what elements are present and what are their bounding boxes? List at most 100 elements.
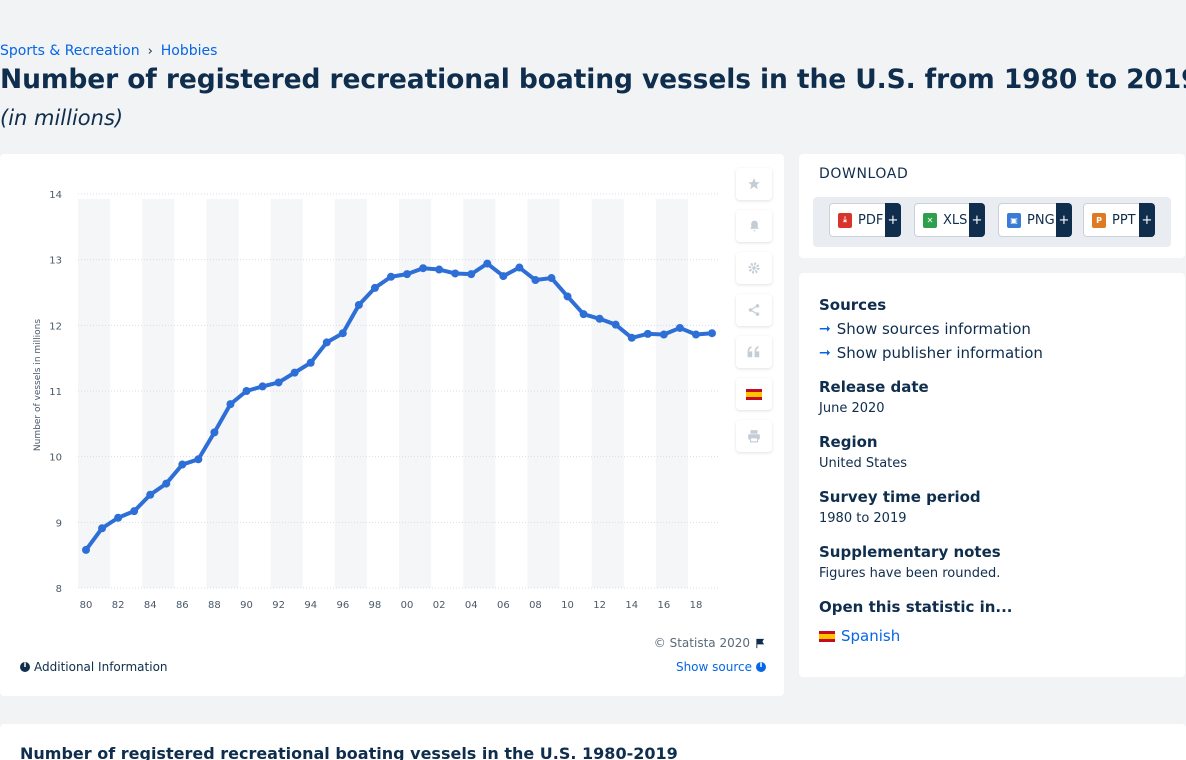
data-point [82, 545, 90, 554]
y-tick-label: 8 [56, 584, 62, 595]
grid-band [463, 199, 496, 588]
spanish-label: Spanish [841, 627, 901, 645]
x-tick-label: 04 [465, 600, 478, 611]
breadcrumb-link-hobbies[interactable]: Hobbies [160, 43, 218, 59]
grid-band [142, 199, 175, 588]
additional-information-label: Additional Information [34, 660, 168, 674]
data-point [499, 272, 508, 281]
survey-period-label: Survey time period [819, 488, 981, 506]
data-point [370, 283, 379, 292]
notification-button[interactable] [736, 210, 772, 242]
data-point [306, 358, 315, 367]
x-tick-label: 00 [401, 600, 414, 611]
show-sources-label: Show sources information [836, 320, 1031, 338]
y-tick-label: 12 [49, 321, 62, 332]
data-point [338, 329, 347, 338]
copyright: © Statista 2020 [654, 636, 766, 650]
data-point [210, 428, 219, 437]
favorite-button[interactable] [736, 168, 772, 200]
share-button[interactable] [736, 294, 772, 326]
data-point [290, 368, 299, 377]
x-tick-label: 08 [529, 600, 542, 611]
x-tick-label: 10 [561, 600, 574, 611]
supplementary-notes-label: Supplementary notes [819, 543, 1001, 561]
data-point [595, 314, 604, 323]
x-tick-label: 18 [690, 600, 703, 611]
x-tick-label: 92 [272, 600, 285, 611]
bell-icon [749, 220, 759, 232]
x-tick-label: 80 [80, 600, 93, 611]
data-point [531, 276, 540, 285]
language-button[interactable] [736, 378, 772, 410]
settings-button[interactable] [736, 252, 772, 284]
x-tick-label: 06 [497, 600, 510, 611]
data-point [435, 265, 444, 274]
download-buttons: ⤓ PDF + ✕ XLS + ▣ PNG + P PPT + [813, 197, 1171, 247]
statistic-info-card: Sources ➞ Show sources information ➞ Sho… [799, 273, 1185, 677]
x-tick-label: 12 [593, 600, 606, 611]
data-point [451, 269, 460, 278]
info-icon [756, 660, 766, 672]
grid-band [206, 199, 239, 588]
data-point [162, 479, 171, 488]
page-subtitle: (in millions) [0, 106, 124, 130]
data-point [178, 460, 187, 469]
quote-icon [747, 346, 760, 358]
region-label: Region [819, 433, 878, 451]
y-tick-label: 13 [49, 256, 62, 267]
y-tick-label: 14 [49, 190, 62, 201]
open-in-spanish-link[interactable]: Spanish [819, 627, 900, 645]
download-ppt-button[interactable]: P PPT + [1083, 203, 1155, 237]
additional-information-link[interactable]: Additional Information [20, 660, 168, 674]
line-chart: 8 9 10 11 12 13 14 80 82 84 86 88 90 92 94 96 98 00 02 04 06… [33, 190, 720, 611]
plus-icon: + [885, 203, 901, 237]
breadcrumb: Sports & Recreation › Hobbies [0, 43, 217, 59]
spain-flag-icon [819, 630, 835, 642]
x-tick-label: 96 [336, 600, 349, 611]
xls-file-icon: ✕ [923, 212, 937, 228]
download-xls-label: XLS [943, 212, 968, 228]
plus-icon: + [1139, 203, 1155, 237]
show-source-link[interactable]: Show source [676, 660, 766, 674]
data-point [563, 292, 572, 301]
y-tick-label: 9 [56, 518, 62, 529]
chevron-right-icon: › [147, 43, 153, 59]
pdf-file-icon: ⤓ [838, 212, 852, 228]
arrow-right-icon: ➞ [819, 321, 831, 337]
breadcrumb-link-sports[interactable]: Sports & Recreation [0, 43, 140, 59]
show-publisher-link[interactable]: ➞ Show publisher information [819, 344, 1043, 362]
data-point [611, 320, 620, 329]
data-point [274, 378, 283, 387]
x-tick-label: 94 [304, 600, 317, 611]
download-xls-button[interactable]: ✕ XLS + [914, 203, 985, 237]
data-point [627, 333, 636, 342]
plus-icon: + [969, 203, 985, 237]
show-publisher-label: Show publisher information [836, 344, 1043, 362]
data-point [194, 455, 203, 464]
x-tick-label: 82 [112, 600, 125, 611]
download-pdf-label: PDF [858, 212, 884, 228]
cite-button[interactable] [736, 336, 772, 368]
x-tick-label: 86 [176, 600, 189, 611]
report-flag-icon[interactable] [755, 638, 766, 649]
download-pdf-button[interactable]: ⤓ PDF + [829, 203, 901, 237]
show-sources-link[interactable]: ➞ Show sources information [819, 320, 1031, 338]
x-tick-label: 98 [369, 600, 382, 611]
description-title: Number of registered recreational boatin… [20, 744, 678, 760]
data-point [579, 310, 588, 319]
download-title: DOWNLOAD [819, 166, 909, 182]
data-point [691, 330, 700, 339]
ppt-file-icon: P [1092, 212, 1106, 228]
top-bar [0, 0, 1186, 36]
x-tick-label: 16 [657, 600, 670, 611]
y-tick-label: 10 [49, 453, 62, 464]
print-button[interactable] [736, 420, 772, 452]
grid-band [399, 199, 432, 588]
data-point [130, 507, 139, 516]
survey-period-value: 1980 to 2019 [819, 511, 907, 526]
download-card: DOWNLOAD ⤓ PDF + ✕ XLS + ▣ PNG + P PPT + [799, 154, 1185, 258]
data-point [675, 323, 684, 332]
grid-band [77, 199, 111, 588]
download-png-button[interactable]: ▣ PNG + [998, 203, 1072, 237]
chart-toolbar [736, 168, 772, 462]
